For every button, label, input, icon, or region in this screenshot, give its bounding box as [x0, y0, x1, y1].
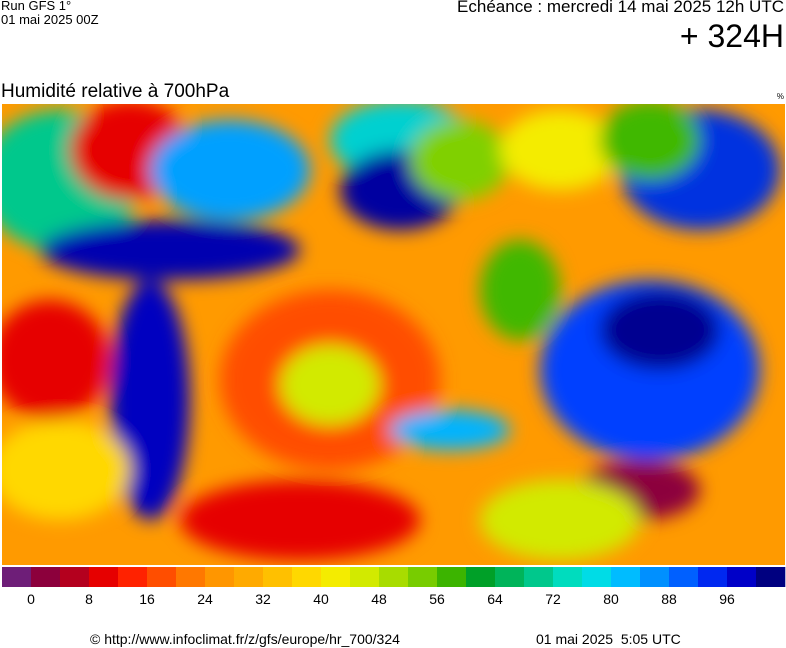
colorbar-tick-label: 40 — [313, 591, 329, 607]
footer-source: © http://www.infoclimat.fr/z/gfs/europe/… — [90, 631, 400, 647]
colorbar-swatch — [611, 567, 641, 587]
colorbar-swatch — [176, 567, 206, 587]
colorbar-tick-label: 56 — [429, 591, 445, 607]
colorbar-swatch — [2, 567, 32, 587]
colorbar-tick-label: 64 — [487, 591, 503, 607]
colorbar-swatch — [350, 567, 380, 587]
colorbar-swatch — [205, 567, 235, 587]
unit: % — [776, 92, 784, 101]
colorbar-swatch — [553, 567, 583, 587]
colorbar-swatch — [31, 567, 61, 587]
colorbar-tick-label: 80 — [603, 591, 619, 607]
colorbar-tick-label: 8 — [85, 591, 93, 607]
colorbar-tick-label: 32 — [255, 591, 271, 607]
colorbar-swatch — [582, 567, 612, 587]
humidity-field — [2, 104, 785, 565]
footer-time: 01 mai 2025 5:05 UTC — [536, 631, 681, 647]
map-title: Humidité relative à 700hPa — [1, 81, 230, 102]
lead-time: + 324H — [679, 18, 784, 54]
run-date: 01 mai 2025 00Z — [1, 12, 99, 27]
colorbar-swatch — [408, 567, 438, 587]
colorbar-swatch — [292, 567, 322, 587]
colorbar-swatch — [640, 567, 670, 587]
run: Run GFS 1° — [1, 0, 72, 13]
colorbar-swatch — [60, 567, 90, 587]
colorbar-swatch — [234, 567, 264, 587]
colorbar-swatch — [437, 567, 467, 587]
colorbar-swatch — [263, 567, 293, 587]
colorbar-swatch — [379, 567, 409, 587]
colorbar-swatch — [89, 567, 119, 587]
colorbar-tick-label: 96 — [719, 591, 735, 607]
colorbar-swatch — [524, 567, 554, 587]
colorbar-tick-label: 48 — [371, 591, 387, 607]
colorbar-swatch — [321, 567, 351, 587]
colorbar-tick-label: 24 — [197, 591, 213, 607]
colorbar-tick-label: 16 — [139, 591, 155, 607]
colorbar-swatch — [495, 567, 525, 587]
colorbar-swatch — [756, 567, 786, 587]
colorbar-swatch — [147, 567, 177, 587]
colorbar-tick-label: 72 — [545, 591, 561, 607]
colorbar-swatch — [118, 567, 148, 587]
colorbar-swatch — [698, 567, 728, 587]
colorbar-swatch — [727, 567, 757, 587]
colorbar-tick-label: 88 — [661, 591, 677, 607]
colorbar-tick-label: 0 — [27, 591, 35, 607]
colorbar-swatch — [466, 567, 496, 587]
echeance: Echéance : mercredi 14 mai 2025 12h UTC — [457, 0, 784, 16]
colorbar-swatch — [669, 567, 699, 587]
